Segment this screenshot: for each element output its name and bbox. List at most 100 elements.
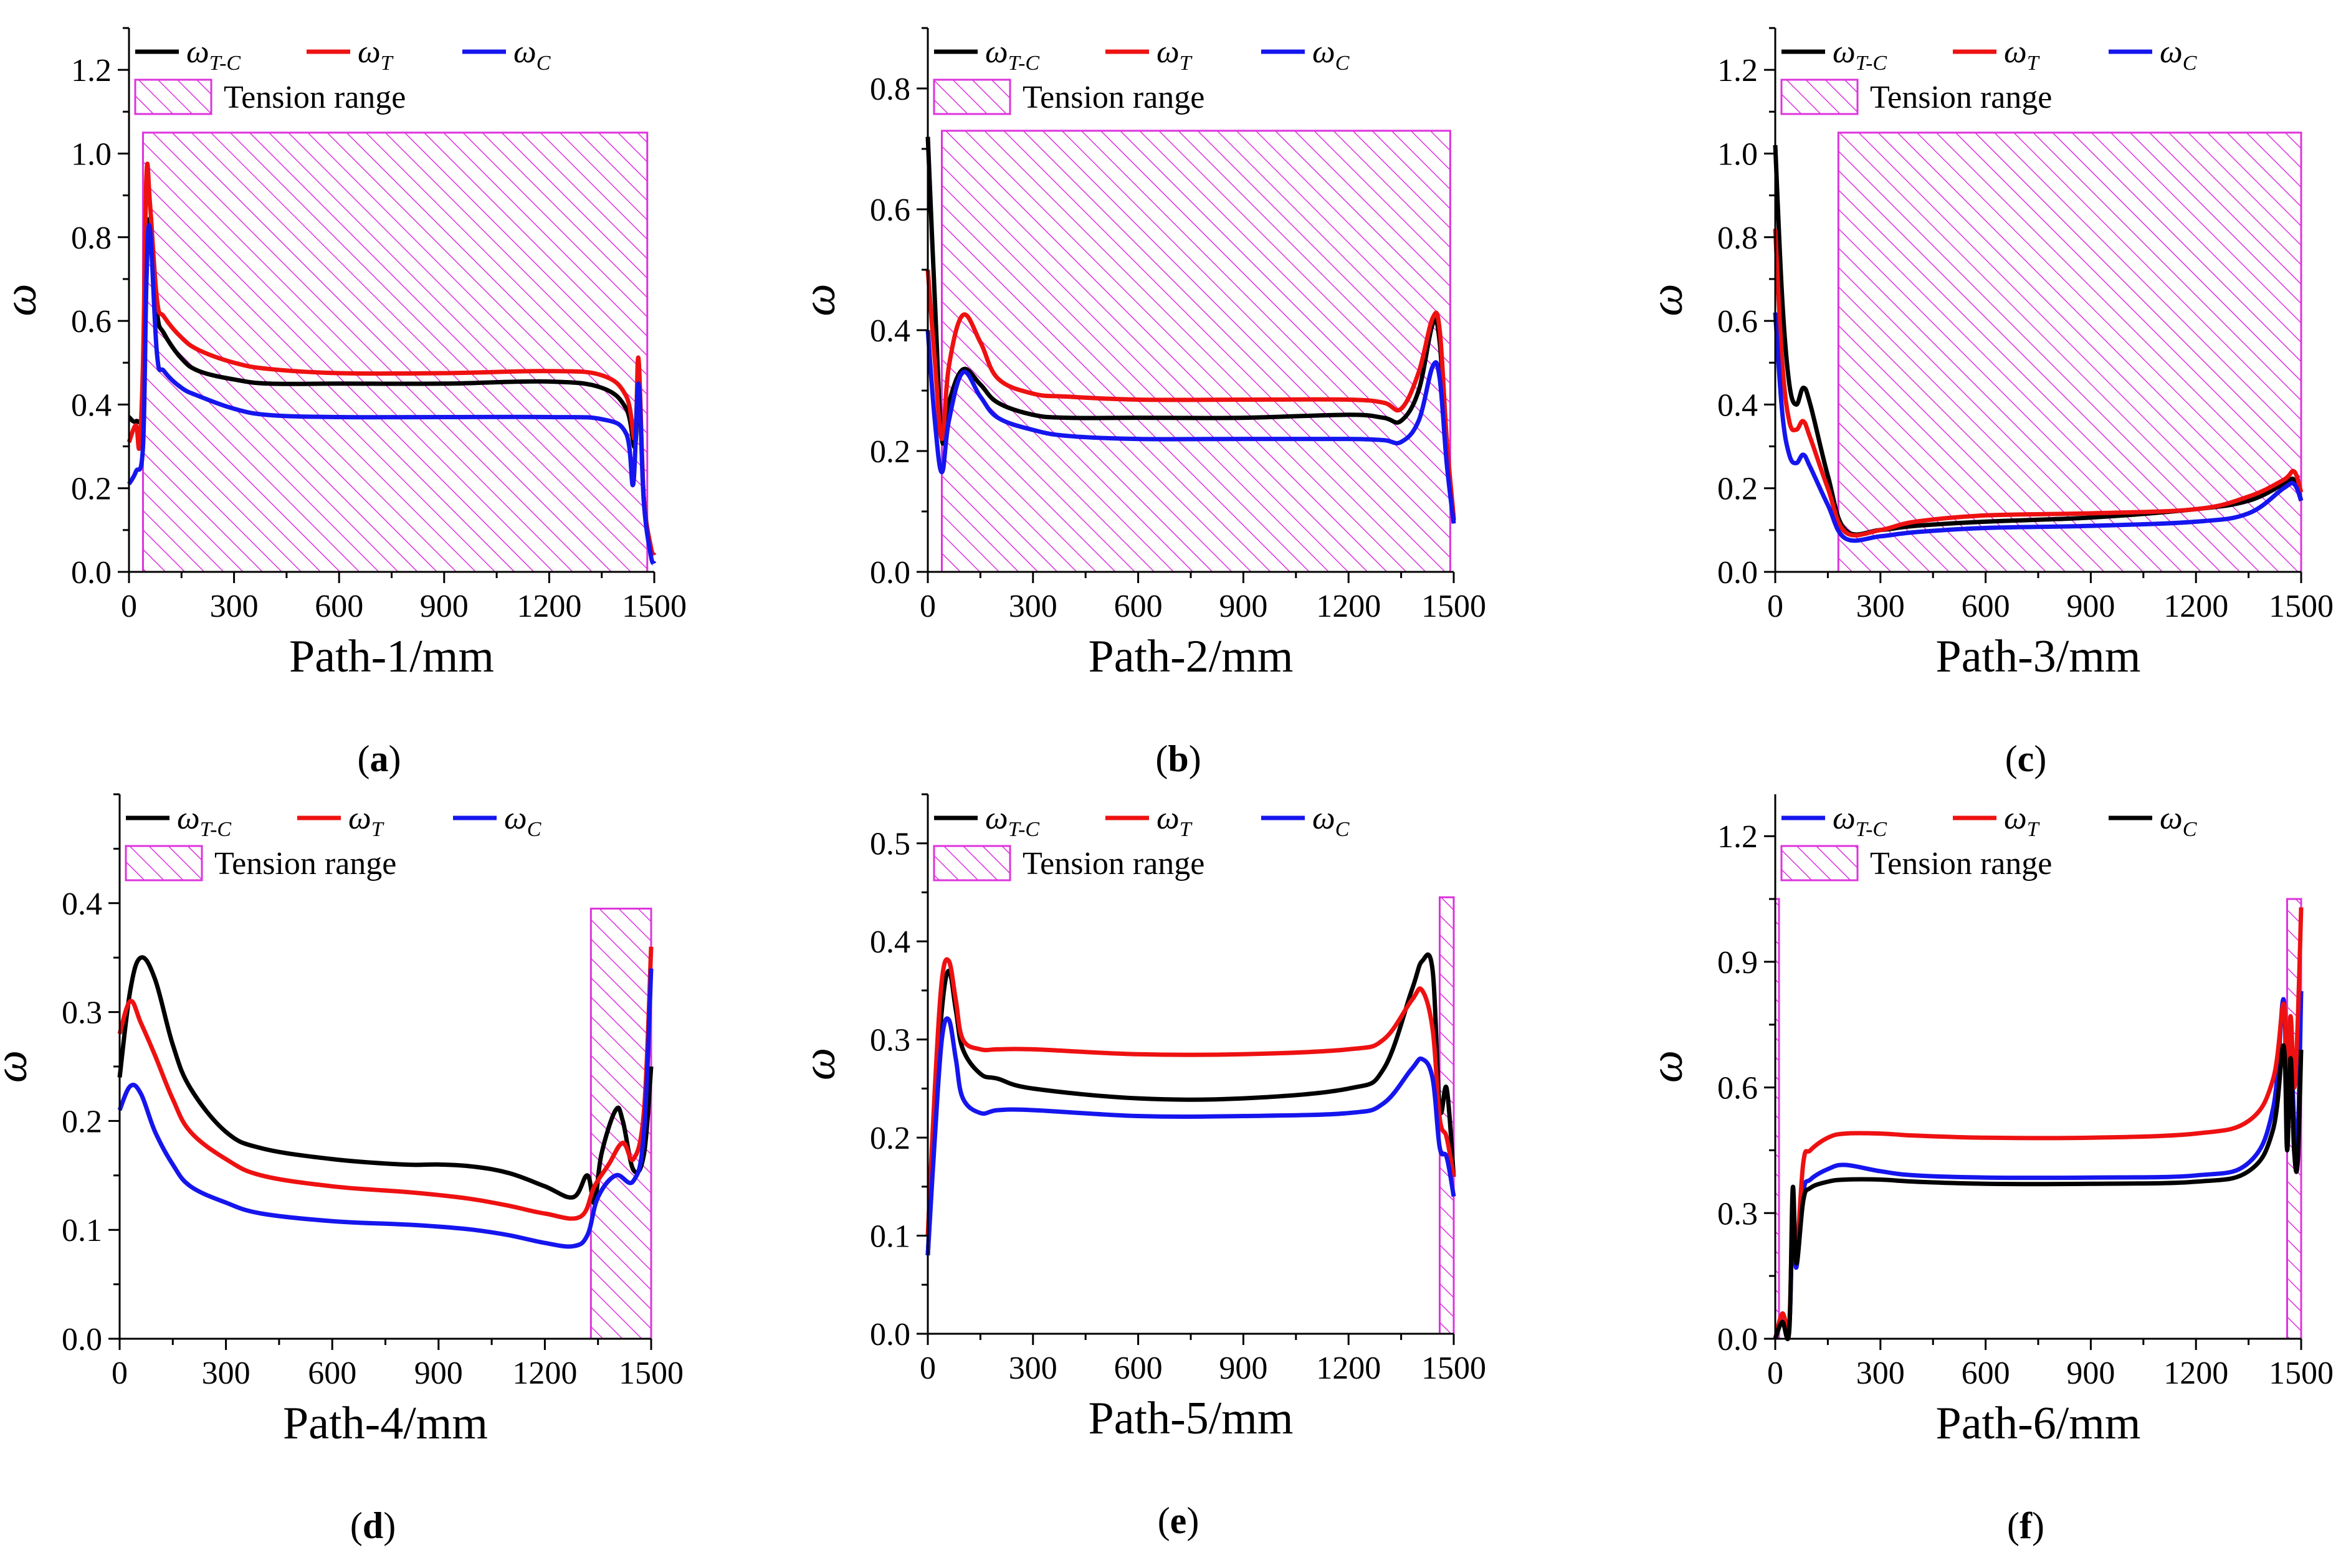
y-tick-label: 0.8 [870,72,910,107]
x-axis-title: Path-4/mm [283,1398,488,1449]
legend-label-tension: Tension range [1023,80,1204,115]
x-tick-label: 1200 [1316,1351,1381,1386]
y-axis-title: ω [0,1050,37,1083]
x-tick-label: 900 [2066,589,2115,624]
y-tick-label: 1.2 [1717,819,1758,855]
panel-caption: (d) [350,1505,396,1546]
x-tick-label: 1500 [1421,589,1486,624]
y-tick-label: 0.0 [870,555,910,591]
series-line-t-c [925,952,1456,1256]
x-tick-label: 0 [920,1351,936,1386]
y-tick-label: 1.2 [71,53,112,88]
tension-range-region [589,908,652,1340]
y-tick-label: 0.1 [870,1219,910,1255]
tension-range-region [941,130,1451,573]
legend-label-t-c: ωT-C [1833,34,1887,75]
y-tick-label: 0.2 [870,434,910,470]
panel-caption: (f) [2007,1505,2044,1546]
legend-label-c: ωC [513,34,551,75]
y-tick-label: 1.0 [71,136,112,172]
x-tick-label: 900 [2066,1356,2115,1391]
y-tick-label: 1.0 [1717,136,1758,172]
series-line-t-c [117,955,654,1205]
x-tick-label: 300 [1009,589,1057,624]
y-tick-label: 0.2 [870,1121,910,1156]
legend-swatch-tension [1780,845,1859,881]
x-tick-label: 0 [1767,1356,1783,1391]
x-axis-title: Path-5/mm [1089,1393,1294,1444]
x-tick-label: 1500 [622,589,687,624]
x-tick-label: 1200 [1316,589,1381,624]
legend-label-t-c: ωT-C [985,34,1039,75]
series-line-t [1773,907,2304,1339]
x-tick-label: 1200 [512,1356,577,1391]
chart-panel-f: 0 300 600 900 1200 1500 0.0 0.3 0.6 0.9 1.2 Path-6/… [1641,794,2334,1546]
y-tick-label: 0.3 [62,995,102,1031]
chart-panel-b: 0 300 600 900 1200 1500 0.0 0.2 0.4 0.6 0.8 Path-2/… [794,27,1486,779]
series-line-c [925,330,1456,524]
legend-label-tension: Tension range [214,846,396,881]
x-axis-title: Path-6/mm [1936,1398,2141,1449]
x-tick-label: 300 [210,589,259,624]
series-line-c [925,1016,1456,1256]
x-tick-label: 1500 [619,1356,684,1391]
series-line-c [126,222,657,566]
legend-label-t-c: ωT-C [1833,801,1887,841]
legend-label-c: ωC [1312,801,1350,841]
y-tick-label: 0.1 [62,1213,102,1248]
legend-label-t-c: ωT-C [177,801,231,841]
x-tick-label: 300 [1856,589,1905,624]
y-tick-label: 0.0 [62,1322,102,1357]
y-tick-label: 0.4 [1717,387,1758,423]
y-axis-title: ω [794,1048,845,1080]
legend-label-c: ωC [2160,34,2197,75]
x-tick-label: 1200 [2163,589,2228,624]
x-tick-label: 600 [1962,589,2010,624]
x-tick-label: 300 [202,1356,250,1391]
legend-label-c: ωC [504,801,541,841]
legend-swatch-tension [1780,78,1859,115]
x-tick-label: 1500 [1421,1351,1486,1386]
legend-label-tension: Tension range [1870,80,2052,115]
x-tick-label: 600 [1962,1356,2010,1391]
y-tick-label: 0.2 [71,472,112,507]
legend-label-tension: Tension range [224,80,406,115]
x-tick-label: 300 [1009,1351,1057,1386]
legend-label-tension: Tension range [1870,846,2052,881]
panel-caption: (b) [1155,738,1201,779]
panel-caption: (e) [1158,1500,1199,1541]
x-tick-label: 0 [112,1356,128,1391]
x-axis-title: Path-2/mm [1089,631,1294,682]
series-line-t [117,946,654,1221]
legend-label-t: ωT [1156,34,1193,75]
y-tick-label: 0.3 [1717,1196,1758,1232]
tension-range-region [1837,131,2302,573]
y-tick-label: 0.0 [71,555,112,591]
series-line-t [1773,229,2304,538]
x-tick-label: 900 [1219,589,1267,624]
y-axis-title: ω [1641,1050,1692,1083]
x-tick-label: 1200 [2163,1356,2228,1391]
panel-caption: (c) [2005,738,2047,779]
y-tick-label: 0.0 [870,1317,910,1352]
y-tick-label: 0.6 [1717,304,1758,340]
x-tick-label: 600 [1114,1351,1163,1386]
series-line-t-c [1773,991,2304,1340]
tension-range-region [141,131,649,573]
y-tick-label: 0.4 [870,313,910,349]
x-tick-label: 600 [315,589,363,624]
legend-label-t: ωT [2004,801,2040,841]
chart-panel-a: 0 300 600 900 1200 1500 0.0 0.2 0.4 0.6 0.8 1.0 1.2 P… [0,27,687,779]
y-tick-label: 0.2 [62,1104,102,1139]
legend-label-c: ωC [1312,34,1350,75]
y-tick-label: 0.8 [1717,221,1758,256]
legend-swatch-tension [134,78,212,115]
panel-caption: (a) [358,738,401,779]
y-tick-label: 0.4 [62,886,102,922]
legend-label-c: ωC [2160,801,2197,841]
legend-label-t: ωT [1156,801,1193,841]
y-tick-label: 0.2 [1717,472,1758,507]
y-tick-label: 1.2 [1717,53,1758,88]
x-tick-label: 1500 [2269,589,2334,624]
